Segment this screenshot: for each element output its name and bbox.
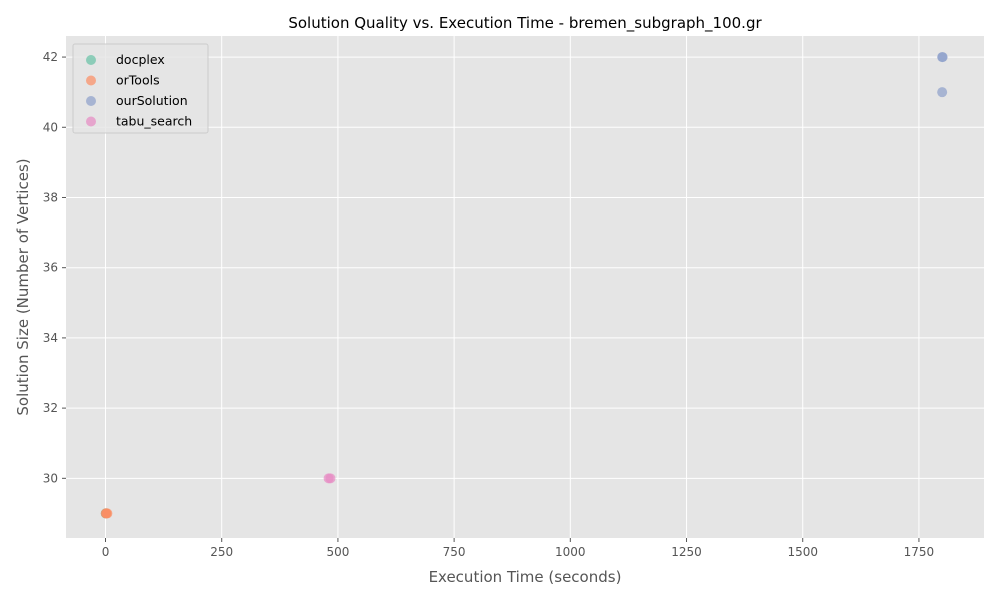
data-point-ourSolution — [937, 52, 948, 63]
legend-label-orTools: orTools — [116, 73, 160, 88]
y-tick-label: 42 — [43, 50, 58, 64]
y-tick-label: 38 — [43, 190, 58, 204]
y-axis-label: Solution Size (Number of Vertices) — [14, 158, 32, 415]
tick-labels: 0 250 500 750 1000 1250 1500 1750 30 32 34 36 38 40 42 — [43, 50, 934, 559]
x-tick-label: 1500 — [787, 545, 818, 559]
x-tick-label: 500 — [326, 545, 349, 559]
legend-label-tabu_search: tabu_search — [116, 114, 192, 129]
x-tick-label: 0 — [102, 545, 110, 559]
y-tick-label: 30 — [43, 471, 58, 485]
y-tick-label: 36 — [43, 261, 58, 275]
legend-label-ourSolution: ourSolution — [116, 93, 188, 108]
legend-marker-tabu_search — [86, 116, 96, 127]
grid-lines — [66, 36, 984, 538]
y-tick-label: 40 — [43, 120, 58, 134]
x-tick-label: 1000 — [555, 545, 586, 559]
x-tick-label: 1250 — [671, 545, 702, 559]
x-tick-label: 1750 — [904, 545, 935, 559]
y-tick-label: 34 — [43, 331, 58, 345]
data-point-ourSolution — [937, 87, 948, 98]
legend-marker-ourSolution — [86, 96, 96, 106]
legend-marker-orTools — [86, 75, 96, 86]
data-point-orTools — [102, 508, 113, 519]
chart-title: Solution Quality vs. Execution Time - br… — [288, 14, 762, 33]
data-points — [100, 52, 948, 519]
plot-area-background — [66, 36, 984, 538]
legend-marker-docplex — [86, 55, 96, 65]
legend-box — [72, 43, 209, 134]
legend-label-docplex: docplex — [116, 52, 165, 67]
x-tick-label: 750 — [443, 545, 466, 559]
legend: docplex orTools ourSolution tabu_search — [72, 43, 209, 134]
x-tick-label: 250 — [210, 545, 233, 559]
data-point-tabu_search — [325, 473, 336, 484]
y-tick-label: 32 — [43, 401, 58, 415]
x-axis-label: Execution Time (seconds) — [429, 568, 622, 586]
